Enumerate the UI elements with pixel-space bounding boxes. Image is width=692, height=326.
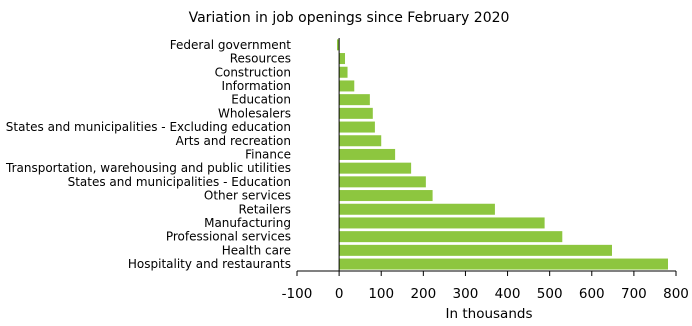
category-label: Construction xyxy=(215,65,291,79)
x-axis-label: In thousands xyxy=(446,306,533,322)
category-label: Wholesalers xyxy=(218,106,291,120)
category-label: Finance xyxy=(245,147,291,161)
category-labels-group: Federal governmentResourcesConstructionI… xyxy=(5,38,291,271)
bar xyxy=(339,162,412,174)
x-tick-label: 600 xyxy=(579,286,605,302)
bar xyxy=(339,121,375,133)
bar xyxy=(339,135,382,147)
category-label: States and municipalities - Excluding ed… xyxy=(6,120,291,134)
bars-group xyxy=(337,39,668,270)
category-label: Arts and recreation xyxy=(176,134,291,148)
x-tick-label: 500 xyxy=(537,286,563,302)
category-label: Information xyxy=(222,79,291,93)
chart-title: Variation in job openings since February… xyxy=(189,10,510,26)
category-label: States and municipalities - Education xyxy=(68,175,291,189)
category-label: Education xyxy=(231,93,291,107)
category-label: Other services xyxy=(204,189,291,203)
x-tick-label: 200 xyxy=(410,286,436,302)
category-label: Health care xyxy=(222,243,291,257)
x-tick-label: 800 xyxy=(663,286,689,302)
category-label: Manufacturing xyxy=(204,216,291,230)
bar xyxy=(339,53,346,65)
category-label: Resources xyxy=(230,52,291,66)
bar xyxy=(339,217,545,229)
bar xyxy=(339,148,396,160)
bar xyxy=(339,203,495,215)
category-label: Retailers xyxy=(239,202,291,216)
bar xyxy=(339,231,563,243)
category-label: Professional services xyxy=(166,230,291,244)
x-tick-label: 100 xyxy=(368,286,394,302)
bar xyxy=(339,190,433,202)
category-label: Hospitality and restaurants xyxy=(128,257,291,271)
bar xyxy=(339,176,426,188)
bar xyxy=(339,66,348,78)
x-tick-label: 400 xyxy=(495,286,521,302)
bar xyxy=(339,80,355,92)
x-axis: -100 0 100 200 300 400 500 600 700 800 xyxy=(282,38,689,302)
x-tick-label: 0 xyxy=(335,286,344,302)
bar xyxy=(339,94,370,106)
x-tick-label: 700 xyxy=(621,286,647,302)
category-label: Federal government xyxy=(170,38,292,52)
category-label: Transportation, warehousing and public u… xyxy=(5,161,291,175)
bar xyxy=(339,107,373,119)
x-tick-label: 300 xyxy=(453,286,479,302)
bar xyxy=(339,258,668,270)
bar xyxy=(337,39,340,51)
x-tick-label: -100 xyxy=(282,286,313,302)
bar xyxy=(339,244,612,256)
